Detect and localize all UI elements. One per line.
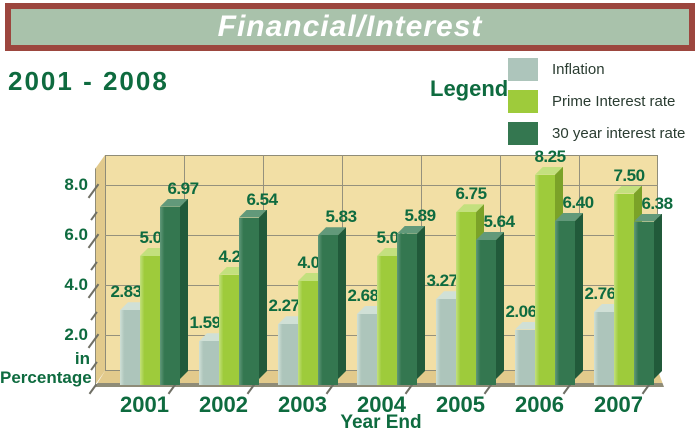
legend-item-label: Inflation: [552, 61, 605, 78]
bar-value-label: 6.40: [562, 193, 594, 212]
title-banner: Financial/Interest: [5, 3, 695, 51]
gridline-h-6.0: [105, 235, 658, 236]
bar-value-label: 2.83: [110, 282, 142, 302]
bar-top-Prime Interest rate-2005: [456, 204, 484, 212]
plot-left-wall: [95, 155, 105, 385]
bar-value-label: 5.64: [483, 212, 515, 231]
bar-value-label: 2.76: [584, 284, 616, 303]
bar-value-label: 2.27: [268, 296, 300, 316]
thirty-year-swatch-icon: [508, 122, 538, 145]
bar-Prime Interest rate-2004: [377, 256, 397, 385]
bar-side-30 year interest rate-2004: [417, 226, 425, 379]
bar-Inflation-2002: [199, 341, 219, 385]
bar-Inflation-2003: [278, 324, 298, 385]
bar-value-label: 6.75: [455, 184, 487, 204]
bar-30 year interest rate-2006: [555, 221, 575, 385]
bar-value-label: 2.68: [347, 286, 379, 305]
bar-30 year interest rate-2005: [476, 240, 496, 385]
bar-top-Prime Interest rate-2002: [219, 267, 247, 275]
date-range-subtitle: 2001 - 2008: [8, 66, 169, 96]
bar-value-label: 8.25: [534, 146, 566, 166]
prime-rate-swatch-icon: [508, 90, 538, 113]
bar-Inflation-2005: [436, 299, 456, 385]
bar-top-30 year interest rate-2003: [318, 227, 346, 235]
bar-Inflation-2001: [120, 310, 140, 385]
legend-item-prime-rate: Prime Interest rate: [508, 90, 685, 113]
legend-item-label: 30 year interest rate: [552, 125, 686, 142]
x-category-label-2004: 2004: [357, 392, 406, 417]
bar-top-Inflation-2005: [436, 291, 464, 299]
y-tick-label-2.0: 2.0: [64, 325, 88, 344]
bar-value-label: 7.50: [613, 165, 645, 185]
bar-Prime Interest rate-2002: [219, 274, 239, 385]
bar-30 year interest rate-2002: [239, 217, 259, 385]
bar-top-Prime Interest rate-2006: [535, 167, 563, 175]
bar-top-Inflation-2004: [357, 306, 385, 314]
x-category-label-2006: 2006: [515, 392, 564, 417]
bar-side-30 year interest rate-2005: [496, 232, 504, 379]
y-tick-label-8.0: 8.0: [64, 175, 88, 194]
y-tick-label-4.0: 4.0: [64, 275, 88, 294]
bar-top-Prime Interest rate-2004: [377, 248, 405, 256]
inflation-swatch-icon: [508, 58, 538, 81]
y-tick-label-6.0: 6.0: [64, 225, 88, 244]
bar-top-Prime Interest rate-2003: [298, 273, 326, 281]
bar-Prime Interest rate-2005: [456, 212, 476, 385]
x-category-label-2002: 2002: [199, 392, 248, 417]
bar-top-Prime Interest rate-2007: [614, 186, 642, 194]
x-category-label-2005: 2005: [436, 392, 485, 417]
bar-top-30 year interest rate-2001: [160, 199, 188, 207]
bar-value-label: 6.38: [641, 193, 673, 213]
legend-item-30-year-rate: 30 year interest rate: [508, 122, 685, 145]
bar-top-30 year interest rate-2007: [634, 214, 662, 222]
bar-30 year interest rate-2007: [634, 221, 654, 385]
bar-value-label: 6.54: [246, 189, 278, 209]
bar-side-30 year interest rate-2007: [654, 214, 662, 380]
bar-side-30 year interest rate-2002: [259, 210, 267, 380]
y-axis-title-line1: in: [74, 349, 90, 368]
legend-item-label: Prime Interest rate: [552, 93, 676, 110]
legend-title: Legend: [430, 76, 509, 101]
bar-30 year interest rate-2003: [318, 235, 338, 385]
x-category-label-2003: 2003: [278, 392, 327, 417]
bar-top-Inflation-2007: [594, 304, 622, 312]
bar-value-label: 5.83: [325, 207, 357, 227]
bar-value-label: 1.59: [189, 313, 221, 333]
bar-30 year interest rate-2001: [160, 206, 180, 385]
bar-value-label: 6.97: [167, 178, 199, 198]
x-category-label-2001: 2001: [120, 392, 169, 417]
bar-30 year interest rate-2004: [397, 233, 417, 385]
bar-top-30 year interest rate-2004: [397, 226, 425, 234]
bar-Inflation-2006: [515, 329, 535, 385]
legend: Inflation Prime Interest rate 30 year in…: [508, 58, 685, 145]
bar-value-label: 5.89: [404, 205, 436, 225]
y-axis-title-line2: Percentage: [0, 368, 92, 387]
bar-top-30 year interest rate-2002: [239, 210, 267, 218]
bar-top-30 year interest rate-2005: [476, 232, 504, 240]
legend-item-inflation: Inflation: [508, 58, 685, 81]
bar-side-30 year interest rate-2001: [180, 199, 188, 379]
bar-Prime Interest rate-2001: [140, 256, 160, 385]
bar-side-30 year interest rate-2003: [338, 227, 346, 379]
bar-top-30 year interest rate-2006: [555, 213, 583, 221]
bar-Inflation-2007: [594, 312, 614, 385]
bar-Inflation-2004: [357, 314, 377, 385]
gridline-h-8.0: [105, 185, 658, 186]
bar-Prime Interest rate-2006: [535, 174, 555, 385]
bar-side-30 year interest rate-2006: [575, 213, 583, 379]
bar-Prime Interest rate-2003: [298, 281, 318, 385]
x-axis-title: Year End: [340, 412, 422, 433]
bar-value-label: 3.27: [426, 271, 458, 291]
x-category-label-2007: 2007: [594, 392, 643, 417]
bar-top-Prime Interest rate-2001: [140, 248, 168, 256]
page-title: Financial/Interest: [217, 10, 483, 43]
bar-top-Inflation-2006: [515, 322, 543, 330]
bar-top-Inflation-2001: [120, 302, 148, 310]
bar-value-label: 2.06: [505, 301, 537, 321]
bar-top-Inflation-2002: [199, 333, 227, 341]
bar-top-Inflation-2003: [278, 316, 306, 324]
bar-Prime Interest rate-2007: [614, 193, 634, 385]
